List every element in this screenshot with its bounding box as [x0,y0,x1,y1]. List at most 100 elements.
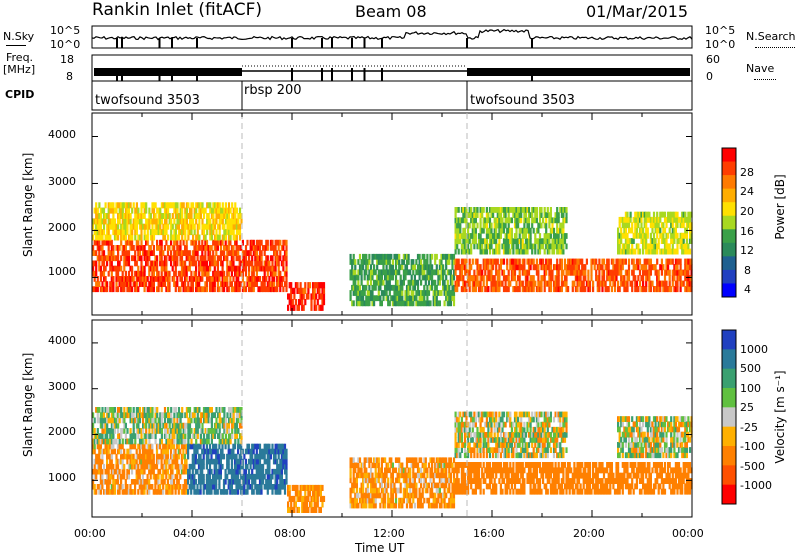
velocity-cell [211,439,213,445]
velocity-cell [210,469,212,475]
power-cell [550,264,552,270]
velocity-cell [223,484,225,490]
power-cell [151,240,153,246]
velocity-cell [161,428,163,434]
power-cell [551,223,553,229]
power-cell [615,275,617,281]
velocity-cell [123,418,125,424]
power-cell [542,217,544,223]
power-cell [223,271,225,277]
power-cell [515,228,517,234]
power-cell [215,229,217,235]
power-cell [631,281,633,287]
power-cell [642,281,644,287]
power-cell [101,245,103,251]
power-cell [206,240,208,246]
velocity-cell [246,464,248,470]
velocity-cell [375,498,377,504]
power-cell [267,245,269,251]
power-cell [128,255,130,261]
power-cell [371,275,373,281]
power-cell [540,223,542,229]
power-cell [545,217,547,223]
power-cell [528,270,530,276]
velocity-cell [245,469,247,475]
velocity-cell [167,454,169,460]
velocity-cell [285,469,287,475]
power-cell [353,300,355,306]
power-cell [659,286,661,292]
power-cell [620,270,622,276]
power-cell [162,250,164,256]
power-cell [667,264,669,270]
power-cell [115,208,117,214]
velocity-cell [208,439,210,445]
power-cell [470,249,472,255]
velocity-cell [173,439,175,445]
velocity-cell [120,407,122,413]
velocity-cell [378,478,380,484]
power-cell [419,275,421,281]
power-cell [395,275,397,281]
power-cell [150,213,152,219]
power-cell [170,229,172,235]
power-cell [156,261,158,267]
velocity-cell [190,428,192,434]
power-cell [130,213,132,219]
velocity-cell [112,444,114,450]
power-cell [562,212,564,218]
power-cell [530,264,532,270]
power-cell [126,229,128,235]
velocity-cell [184,428,186,434]
power-cell [370,280,372,286]
velocity-cell [119,439,121,445]
power-cell [508,223,510,229]
velocity-cell [315,507,317,513]
power-cell [539,233,541,239]
velocity-cell [268,469,270,475]
velocity-cell [106,459,108,465]
velocity-cell [133,454,135,460]
power-cell [267,255,269,261]
power-cell [165,266,167,272]
power-cell [153,235,155,241]
velocity-cell [285,459,287,465]
power-cell [195,261,197,267]
power-cell [198,271,200,277]
velocity-cell [206,464,208,470]
power-cell [278,245,280,251]
velocity-cell [148,439,150,445]
power-cell [147,240,149,246]
power-cell [245,255,247,261]
velocity-cell [167,407,169,413]
velocity-cell [134,489,136,495]
power-cell [125,235,127,241]
power-cell [469,223,471,229]
power-cell [103,271,105,277]
power-cell [183,202,185,208]
velocity-cell [100,444,102,450]
power-cell [370,264,372,270]
power-cell [436,264,438,270]
power-cell [293,288,295,294]
velocity-cell [362,483,364,489]
power-cell [473,244,475,250]
power-cell [365,285,367,291]
velocity-cell [304,490,306,496]
power-cell [218,276,220,282]
power-cell [469,286,471,292]
power-cell [361,275,363,281]
power-cell [626,233,628,239]
power-cell [147,276,149,282]
power-cell [619,222,621,228]
power-cell [117,271,119,277]
power-cell [165,229,167,235]
velocity-cell [173,433,175,439]
power-cell [381,275,383,281]
power-cell [131,266,133,272]
power-cell [95,202,97,208]
power-cell [522,281,524,287]
power-cell [236,208,238,214]
power-cell [195,266,197,272]
velocity-cell [101,469,103,475]
